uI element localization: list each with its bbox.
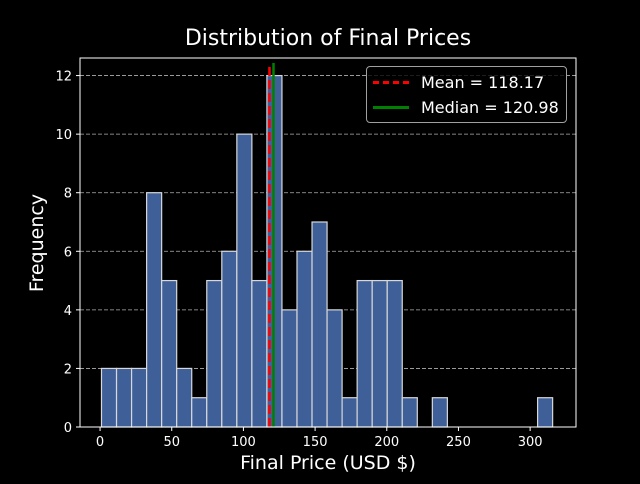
solid-line-icon [373, 105, 409, 109]
y-tick-label: 10 [55, 128, 72, 143]
x-tick-label: 150 [303, 435, 328, 450]
y-tick-label: 12 [55, 70, 72, 85]
x-tick-label: 50 [163, 435, 180, 450]
histogram-bar [115, 367, 133, 428]
x-tick-label: 250 [446, 435, 471, 450]
legend-median-label: Median = 120.98 [421, 97, 559, 117]
histogram-bar [236, 133, 253, 428]
histogram-bar [401, 397, 418, 428]
histogram-bar [206, 279, 223, 428]
histogram-bar [356, 279, 373, 428]
y-tick-label: 2 [64, 362, 72, 377]
histogram-bar [386, 279, 403, 428]
x-axis-label: Final Price (USD $) [240, 452, 416, 474]
histogram-bar [146, 192, 163, 428]
histogram-bar [191, 397, 208, 428]
histogram-bar [326, 309, 343, 428]
axes-frame [79, 57, 577, 428]
x-tick-label: 200 [374, 435, 399, 450]
histogram-bar [251, 279, 268, 428]
legend: Mean = 118.17 Median = 120.98 [366, 66, 567, 123]
histogram-bar [296, 250, 313, 428]
histogram-bar [431, 397, 448, 428]
x-tick-label: 0 [96, 435, 104, 450]
y-tick-label: 6 [64, 245, 72, 260]
x-tick-label: 100 [231, 435, 256, 450]
chart-title: Distribution of Final Prices [184, 26, 472, 51]
histogram-bar [341, 397, 358, 428]
histogram-bar [311, 221, 328, 428]
legend-item-median: Median = 120.98 [373, 97, 559, 117]
histogram-bar [221, 250, 238, 428]
y-tick-label: 4 [64, 304, 72, 319]
histogram-bar [536, 397, 554, 428]
y-tick-label: 8 [64, 187, 72, 202]
dashed-line-icon [373, 80, 409, 84]
histogram-bar [281, 309, 298, 428]
x-tick-label: 300 [518, 435, 543, 450]
legend-mean-label: Mean = 118.17 [421, 72, 545, 92]
y-axis-label: Frequency [26, 193, 48, 293]
y-tick-label: 0 [64, 421, 72, 436]
histogram-bar [371, 279, 388, 428]
histogram-bar [161, 279, 178, 428]
legend-item-mean: Mean = 118.17 [373, 72, 544, 92]
histogram-bar [176, 367, 193, 428]
histogram-bar [130, 367, 148, 428]
histogram-bar [100, 367, 118, 428]
